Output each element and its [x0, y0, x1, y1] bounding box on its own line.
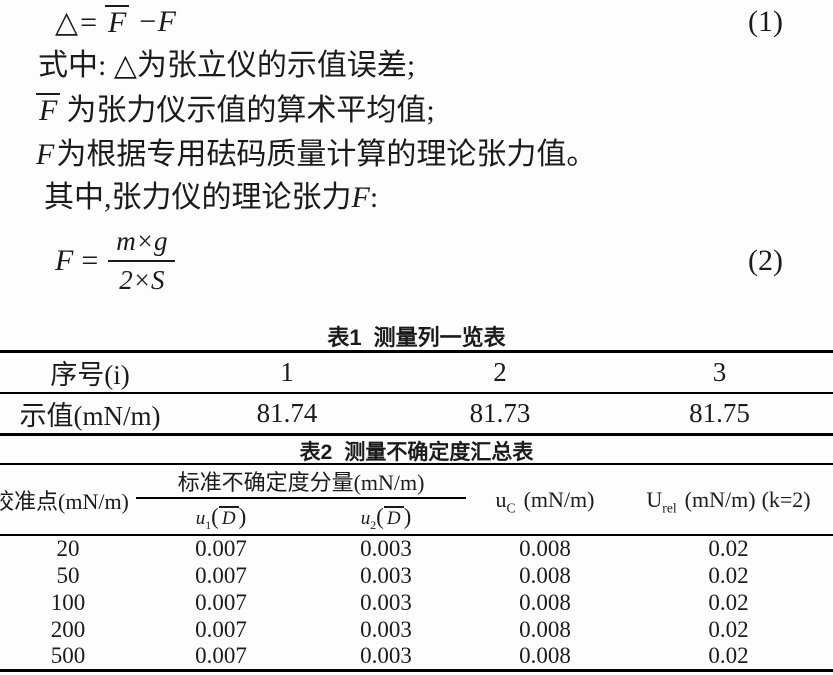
- equation-2: F = m×g 2×S (2): [0, 220, 833, 302]
- urel-base: U: [646, 486, 663, 512]
- table1-header-row: 序号(i) 1 2 3: [0, 351, 833, 394]
- f-variable: F: [351, 181, 370, 214]
- table-cell: 0.007: [195, 562, 247, 588]
- body-line-fbar-mean: F 为张力仪示值的算术平均值;: [36, 91, 833, 131]
- u1-paren-close: ): [238, 503, 247, 529]
- table2-header-row-2: u1(D) u2(D): [0, 498, 833, 536]
- table2-data-row: 100 0.007 0.003 0.008 0.02: [0, 589, 833, 616]
- table2-data-row: 500 0.007 0.003 0.008 0.02: [0, 643, 833, 671]
- urel-subscript: rel: [662, 499, 677, 515]
- body-line-text: 式中: △为张立仪的示值误差;: [38, 49, 416, 82]
- table-cell: 100: [50, 589, 86, 615]
- table-cell: 0.003: [360, 616, 412, 642]
- body-line-qizhong: 其中,张力仪的理论张力F:: [44, 178, 833, 218]
- table-cell: 3: [606, 351, 833, 394]
- table-cell: 0.003: [360, 562, 412, 588]
- body-line-text: 为张力仪示值的算术平均值;: [66, 94, 435, 127]
- u2-paren-open: (: [376, 503, 384, 529]
- eq1-fbar-variable: F: [105, 5, 130, 39]
- table1-title-text: 测量列一览表: [373, 325, 506, 350]
- table2-data-row: 200 0.007 0.003 0.008 0.02: [0, 616, 833, 643]
- table-cell: 1: [180, 351, 394, 394]
- table1-title: 表1 测量列一览表: [0, 320, 833, 352]
- uc-base: u: [495, 486, 507, 512]
- eq2-fraction: m×g 2×S: [108, 226, 176, 296]
- table2-title-text: 测量不确定度汇总表: [344, 441, 534, 464]
- table-cell: 0.02: [708, 536, 749, 561]
- u1-dbar-variable: D: [218, 505, 239, 528]
- equation-2-number: (2): [748, 244, 783, 277]
- eq2-f-variable: F: [55, 244, 74, 277]
- table-cell-urel: Urel (mN/m) (k=2): [624, 464, 833, 536]
- body-line-text: 其中,张力仪的理论张力: [44, 181, 352, 214]
- table-cell: 0.008: [519, 589, 571, 615]
- eq2-numerator: m×g: [108, 226, 176, 262]
- table-cell: 2: [394, 351, 606, 394]
- eq1-minus-f: −F: [137, 5, 176, 38]
- table-cell: 0.008: [519, 643, 571, 668]
- table-cell: 0.007: [195, 616, 247, 642]
- table-cell: 0.003: [360, 643, 412, 668]
- table1: 序号(i) 1 2 3 示值(mN/m) 81.74 81.73 81.75: [0, 350, 833, 436]
- table-cell: 0.02: [708, 616, 749, 642]
- table2-data-row: 20 0.007 0.003 0.008 0.02: [0, 535, 833, 562]
- body-line-text: 为根据专用砝码质量计算的理论张力值。: [56, 138, 597, 171]
- table-cell: 0.003: [360, 589, 412, 615]
- table2: 校准点(mN/m) 标准不确定度分量(mN/m) uC (mN/m) Urel (m…: [0, 463, 833, 672]
- u1-paren-open: (: [211, 503, 219, 529]
- table-cell: 0.007: [195, 643, 247, 668]
- table2-header-row-1: 校准点(mN/m) 标准不确定度分量(mN/m) uC (mN/m) Urel (m…: [0, 464, 833, 536]
- table2-number: 表2: [299, 441, 333, 464]
- table-cell: 200: [50, 616, 86, 642]
- u1-subscript: 1: [205, 518, 212, 532]
- table-cell: 0.003: [360, 536, 412, 561]
- table-cell-uc: uC (mN/m): [466, 464, 625, 536]
- table-cell: 50: [56, 562, 80, 588]
- eq2-equals: =: [81, 244, 99, 277]
- eq2-denominator: 2×S: [119, 265, 165, 295]
- table1-data-row: 示值(mN/m) 81.74 81.73 81.75: [0, 393, 833, 435]
- u2-subscript: 2: [370, 518, 377, 532]
- table-cell: 0.008: [519, 536, 571, 561]
- urel-unit: (mN/m): [684, 486, 756, 512]
- equation-1-number: (1): [748, 5, 783, 38]
- u2-dbar-variable: D: [383, 505, 404, 528]
- table-cell: 0.02: [708, 643, 749, 668]
- table2-data-row: 50 0.007 0.003 0.008 0.02: [0, 562, 833, 589]
- u2-paren-close: ): [403, 503, 412, 529]
- table-cell: 0.007: [195, 536, 247, 561]
- calibration-point-label: 校准点(mN/m): [0, 488, 129, 514]
- table-cell: 0.02: [708, 589, 749, 615]
- table-cell: 序号(i): [0, 351, 180, 394]
- table-cell: 81.74: [256, 398, 318, 428]
- table-cell: 81.75: [689, 398, 750, 428]
- f-variable: F: [36, 138, 55, 171]
- eq1-delta-equals: △=: [55, 5, 99, 39]
- table-cell: 0.008: [519, 616, 571, 642]
- table-cell-uncertainty-group: 标准不确定度分量(mN/m): [136, 464, 467, 499]
- uc-subscript: C: [506, 499, 516, 515]
- urel-coverage-factor: (k=2): [761, 486, 811, 512]
- table-cell-calibration-point: 校准点(mN/m): [0, 464, 136, 536]
- table-cell: 0.02: [708, 562, 749, 588]
- fbar-variable: F: [36, 93, 61, 127]
- table-cell-u2: u2(D): [306, 498, 467, 536]
- table2-title: 表2 测量不确定度汇总表: [0, 436, 833, 466]
- body-line-suffix: :: [369, 181, 379, 214]
- table-cell: 500: [50, 643, 86, 668]
- uc-unit: (mN/m): [523, 486, 595, 512]
- table-cell: 81.73: [469, 398, 531, 428]
- u1-base: u: [195, 507, 206, 529]
- table-cell: 示值(mN/m): [19, 401, 161, 431]
- table-cell: 20: [56, 536, 80, 561]
- equation-1: △= F −F (1): [0, 0, 833, 44]
- table1-number: 表1: [327, 325, 362, 350]
- body-line-shizhong: 式中: △为张立仪的示值误差;: [38, 46, 833, 86]
- u2-base: u: [360, 507, 371, 529]
- body-line-f-theory: F为根据专用砝码质量计算的理论张力值。: [36, 135, 833, 175]
- table-cell: 0.007: [195, 589, 247, 615]
- table-cell-u1: u1(D): [136, 498, 306, 536]
- table-cell: 0.008: [519, 562, 571, 588]
